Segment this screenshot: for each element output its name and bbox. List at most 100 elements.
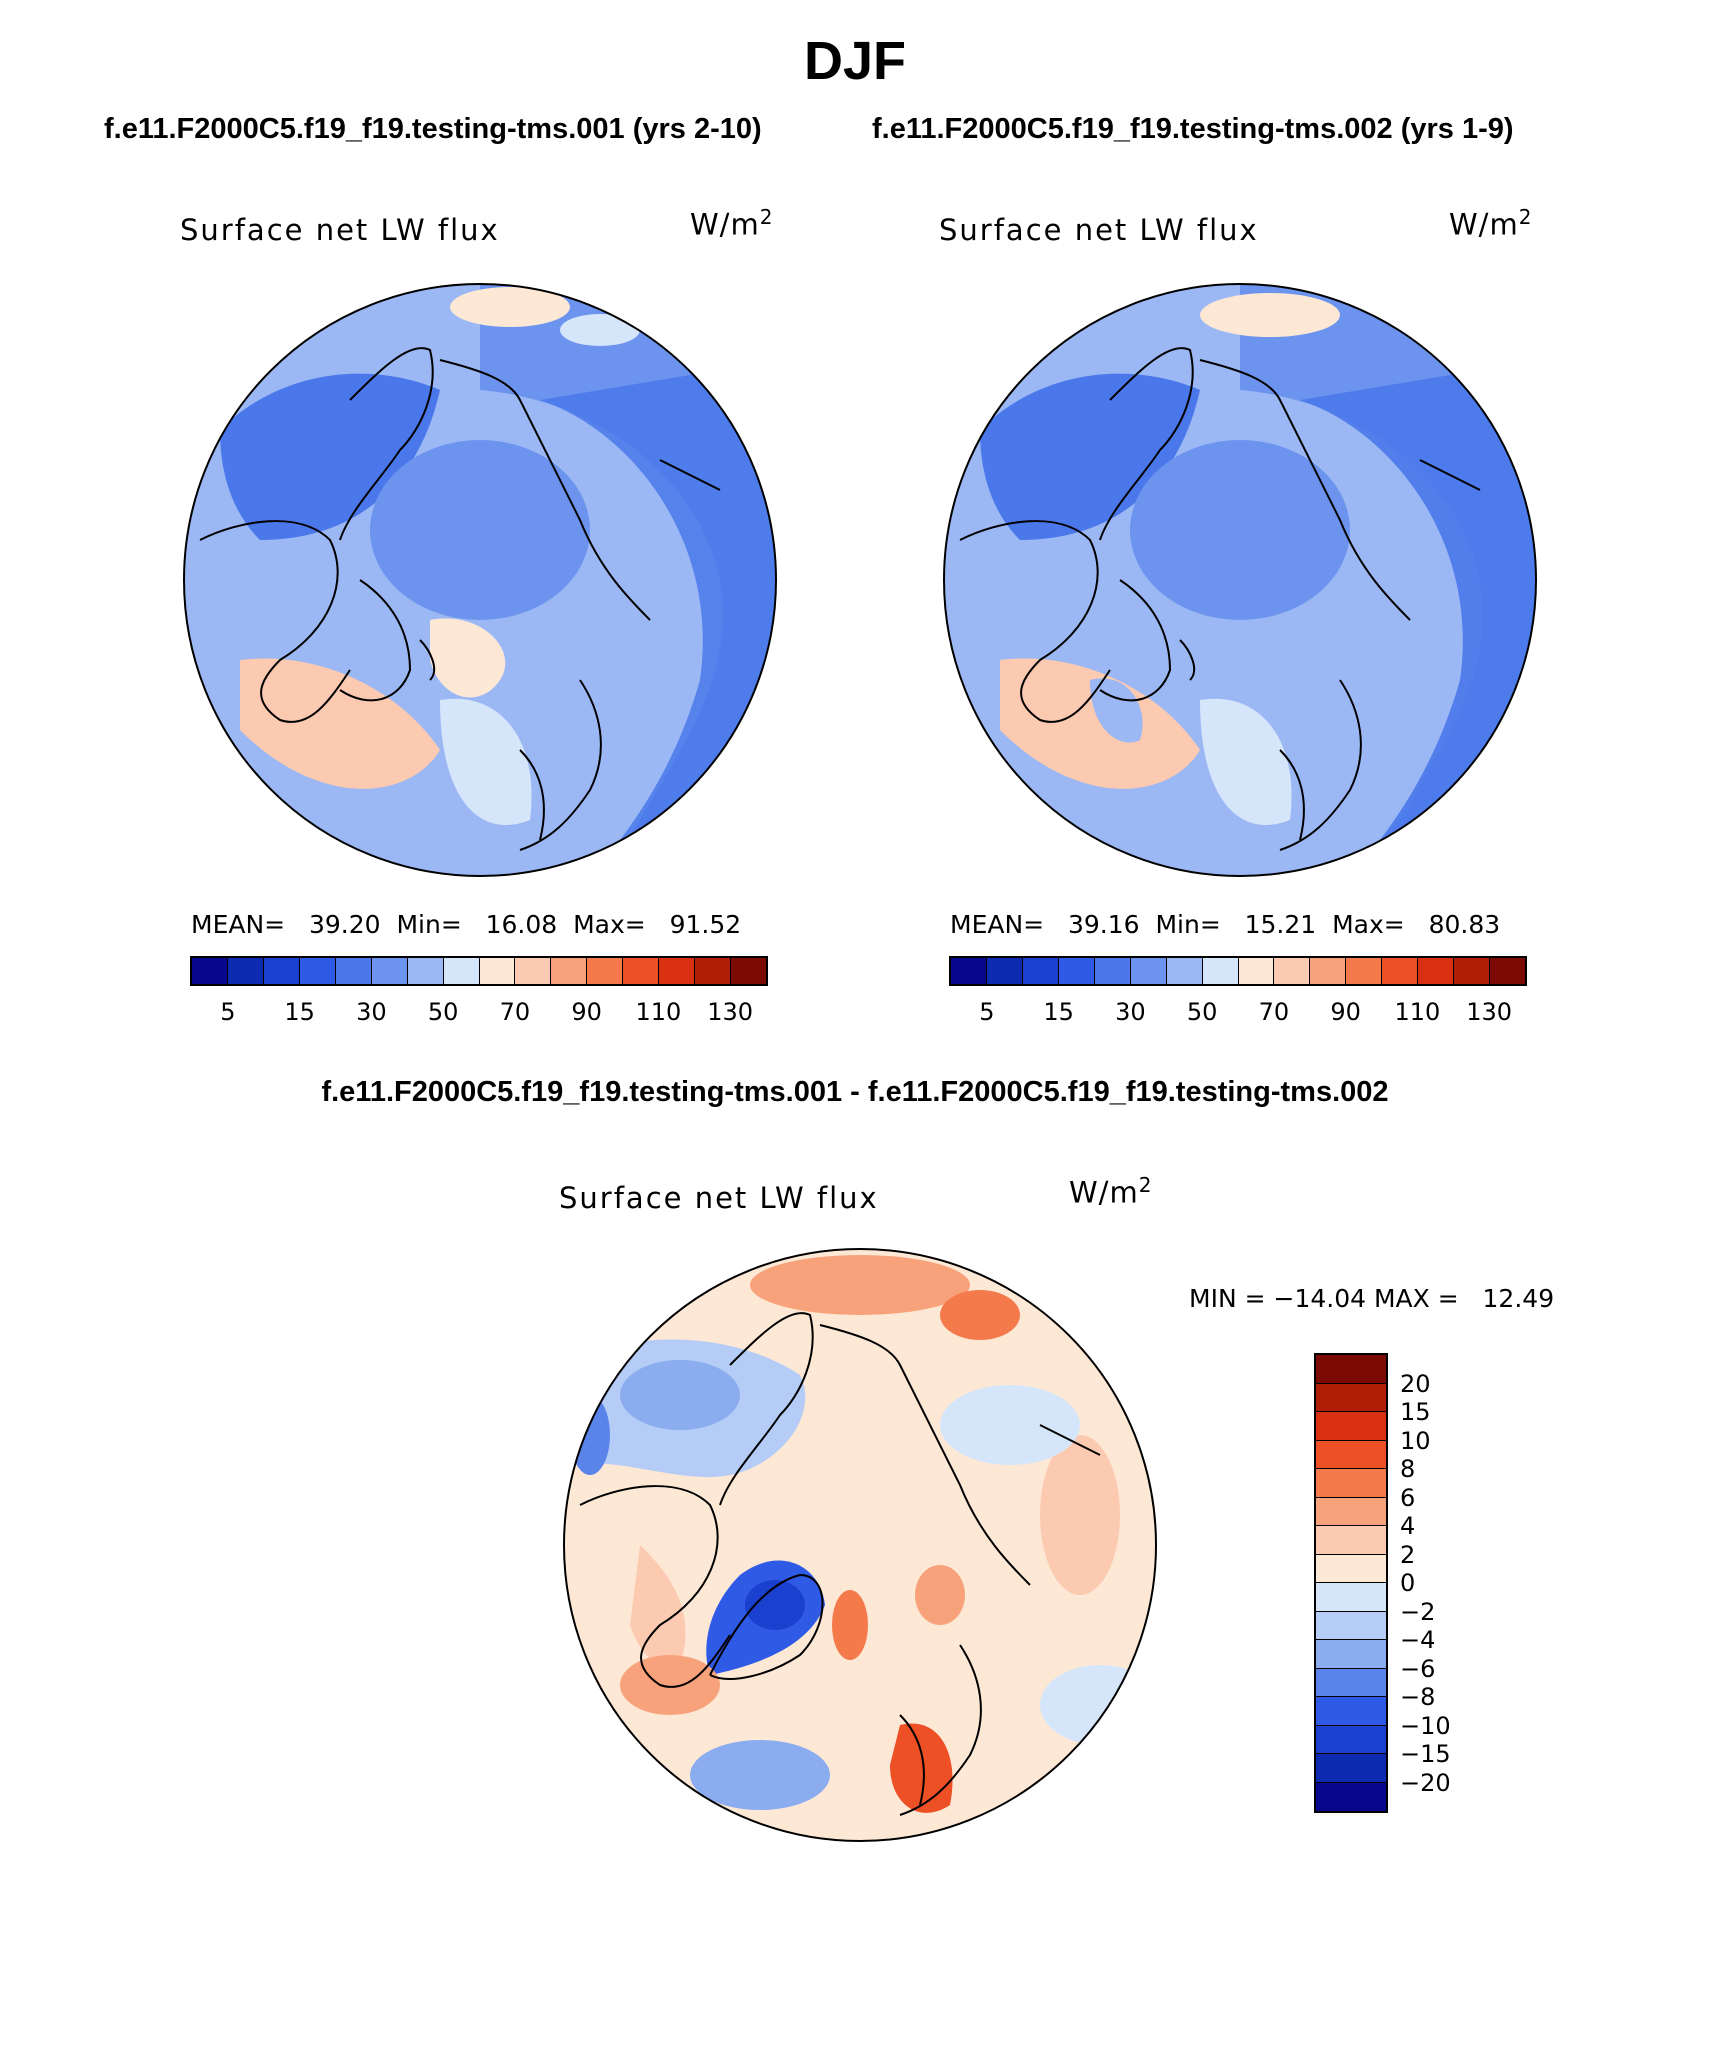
panel-1-colorbar bbox=[190, 956, 768, 986]
panel-3-colorbar-label: 6 bbox=[1400, 1483, 1416, 1512]
panel-1-colorbar-box bbox=[192, 958, 228, 984]
case-1-title: f.e11.F2000C5.f19_f19.testing-tms.001 (y… bbox=[104, 113, 762, 145]
panel-2-colorbar-box bbox=[1310, 958, 1347, 984]
panel-3-colorbar-label: −6 bbox=[1400, 1654, 1436, 1683]
panel-2-colorbar-label: 90 bbox=[1330, 998, 1361, 1026]
panel-3-colorbar-box bbox=[1316, 1526, 1386, 1555]
panel-3-colorbar-label: −15 bbox=[1400, 1740, 1451, 1768]
panel-1-stats: MEAN= 39.20 Min= 16.08 Max= 91.52 bbox=[191, 910, 742, 939]
case-2-title: f.e11.F2000C5.f19_f19.testing-tms.002 (y… bbox=[872, 113, 1514, 145]
panel-2-units: W/m2 bbox=[1449, 205, 1533, 242]
panel-2-colorbar-box bbox=[1022, 958, 1059, 984]
panel-3-colorbar-box bbox=[1316, 1355, 1386, 1384]
panel-2-variable-title: Surface net LW flux bbox=[939, 213, 1259, 247]
panel-3-colorbar-box bbox=[1316, 1697, 1386, 1726]
panel-3-colorbar-box bbox=[1316, 1497, 1386, 1526]
panel-3-colorbar-box bbox=[1316, 1782, 1386, 1811]
panel-3-colorbar-box bbox=[1316, 1725, 1386, 1754]
panel-1-colorbar-labels: 5 15 30 50 70 90 110 130 bbox=[192, 998, 766, 1028]
panel-1-colorbar-box bbox=[479, 958, 516, 984]
panel-3-colorbar-label: −20 bbox=[1400, 1768, 1451, 1797]
panel-3-colorbar-box bbox=[1316, 1440, 1386, 1469]
panel-3-colorbar bbox=[1314, 1353, 1388, 1813]
panel-2-colorbar-label: 110 bbox=[1394, 998, 1441, 1026]
panel-2-polar-map bbox=[943, 283, 1537, 877]
panel-1-colorbar-label: 30 bbox=[356, 998, 387, 1026]
panel-3-colorbar-box bbox=[1316, 1640, 1386, 1669]
panel-3-colorbar-box bbox=[1316, 1668, 1386, 1697]
panel-2-colorbar-box bbox=[1202, 958, 1239, 984]
panel-2-colorbar-label: 130 bbox=[1466, 998, 1513, 1026]
panel-3-colorbar-label: 20 bbox=[1400, 1369, 1431, 1398]
panel-3-colorbar-label: 0 bbox=[1400, 1569, 1416, 1597]
panel-1-colorbar-box bbox=[227, 958, 264, 984]
panel-3-colorbar-box bbox=[1316, 1583, 1386, 1612]
panel-1-colorbar-label: 70 bbox=[499, 998, 531, 1026]
panel-3-colorbar-box bbox=[1316, 1383, 1386, 1412]
panel-3-colorbar-label: −4 bbox=[1400, 1626, 1436, 1654]
panel-2-colorbar-label: 15 bbox=[1043, 998, 1074, 1026]
panel-1-colorbar-label: 15 bbox=[284, 998, 315, 1026]
panel-2-colorbar-box bbox=[1418, 958, 1455, 984]
panel-1-colorbar-label: 5 bbox=[220, 998, 236, 1026]
panel-1-units: W/m2 bbox=[690, 205, 774, 242]
panel-1-colorbar-box bbox=[623, 958, 660, 984]
panel-2-colorbar-box bbox=[1346, 958, 1383, 984]
panel-2-colorbar bbox=[949, 956, 1527, 986]
panel-3-units: W/m2 bbox=[1069, 1173, 1153, 1210]
panel-3-colorbar-box bbox=[1316, 1554, 1386, 1583]
panel-1-colorbar-label: 90 bbox=[571, 998, 602, 1026]
panel-1-colorbar-label: 50 bbox=[427, 998, 459, 1026]
panel-3-colorbar-box bbox=[1316, 1754, 1386, 1783]
panel-2-colorbar-box bbox=[1094, 958, 1131, 984]
panel-3-stats: MIN = −14.04 MAX = 12.49 bbox=[1189, 1284, 1555, 1313]
panel-1-colorbar-box bbox=[407, 958, 444, 984]
panel-1-polar-map bbox=[183, 283, 777, 877]
panel-1-colorbar-box bbox=[731, 958, 766, 984]
difference-title: f.e11.F2000C5.f19_f19.testing-tms.001 - … bbox=[321, 1076, 1389, 1108]
panel-1-colorbar-box bbox=[695, 958, 732, 984]
panel-1-colorbar-box bbox=[515, 958, 552, 984]
panel-2-colorbar-label: 5 bbox=[979, 998, 995, 1026]
panel-2-colorbar-box bbox=[986, 958, 1023, 984]
panel-3-colorbar-label: 4 bbox=[1400, 1512, 1416, 1540]
panel-3-difference-map bbox=[563, 1248, 1157, 1842]
panel-1-colorbar-label: 130 bbox=[707, 998, 754, 1026]
panel-3-colorbar-label: 10 bbox=[1400, 1426, 1431, 1455]
panel-2-colorbar-label: 70 bbox=[1258, 998, 1290, 1026]
panel-1-colorbar-box bbox=[371, 958, 408, 984]
page-title: DJF bbox=[803, 31, 906, 91]
panel-1-variable-title: Surface net LW flux bbox=[180, 213, 500, 247]
panel-3-colorbar-label: −10 bbox=[1400, 1711, 1451, 1740]
panel-2-colorbar-box bbox=[1274, 958, 1311, 984]
panel-2-colorbar-label: 30 bbox=[1115, 998, 1146, 1026]
panel-2-colorbar-box bbox=[1058, 958, 1095, 984]
panel-3-colorbar-label: −8 bbox=[1400, 1683, 1436, 1711]
panel-1-colorbar-label: 110 bbox=[635, 998, 682, 1026]
panel-2-colorbar-box bbox=[1130, 958, 1167, 984]
panel-3-colorbar-label: 15 bbox=[1400, 1398, 1431, 1426]
panel-2-colorbar-box bbox=[1238, 958, 1275, 984]
panel-3-colorbar-box bbox=[1316, 1412, 1386, 1441]
panel-1-colorbar-box bbox=[587, 958, 624, 984]
panel-1-colorbar-box bbox=[551, 958, 588, 984]
panel-1-colorbar-box bbox=[263, 958, 300, 984]
panel-3-colorbar-label: −2 bbox=[1400, 1597, 1436, 1626]
panel-3-variable-title: Surface net LW flux bbox=[559, 1181, 879, 1215]
panel-2-colorbar-box bbox=[1166, 958, 1203, 984]
panel-1-colorbar-box bbox=[659, 958, 696, 984]
panel-2-stats: MEAN= 39.16 Min= 15.21 Max= 80.83 bbox=[950, 910, 1501, 939]
panel-2-colorbar-box bbox=[1490, 958, 1525, 984]
panel-2-colorbar-box bbox=[1454, 958, 1491, 984]
panel-3-colorbar-label: 2 bbox=[1400, 1540, 1416, 1569]
panel-3-colorbar-box bbox=[1316, 1469, 1386, 1498]
panel-2-colorbar-box bbox=[1382, 958, 1419, 984]
panel-1-colorbar-box bbox=[443, 958, 480, 984]
panel-2-colorbar-label: 50 bbox=[1186, 998, 1218, 1026]
panel-2-colorbar-labels: 5 15 30 50 70 90 110 130 bbox=[951, 998, 1525, 1028]
panel-3-colorbar-box bbox=[1316, 1611, 1386, 1640]
panel-1-colorbar-box bbox=[335, 958, 372, 984]
panel-1-colorbar-box bbox=[299, 958, 336, 984]
panel-2-colorbar-box bbox=[951, 958, 987, 984]
panel-3-colorbar-label: 8 bbox=[1400, 1455, 1416, 1483]
